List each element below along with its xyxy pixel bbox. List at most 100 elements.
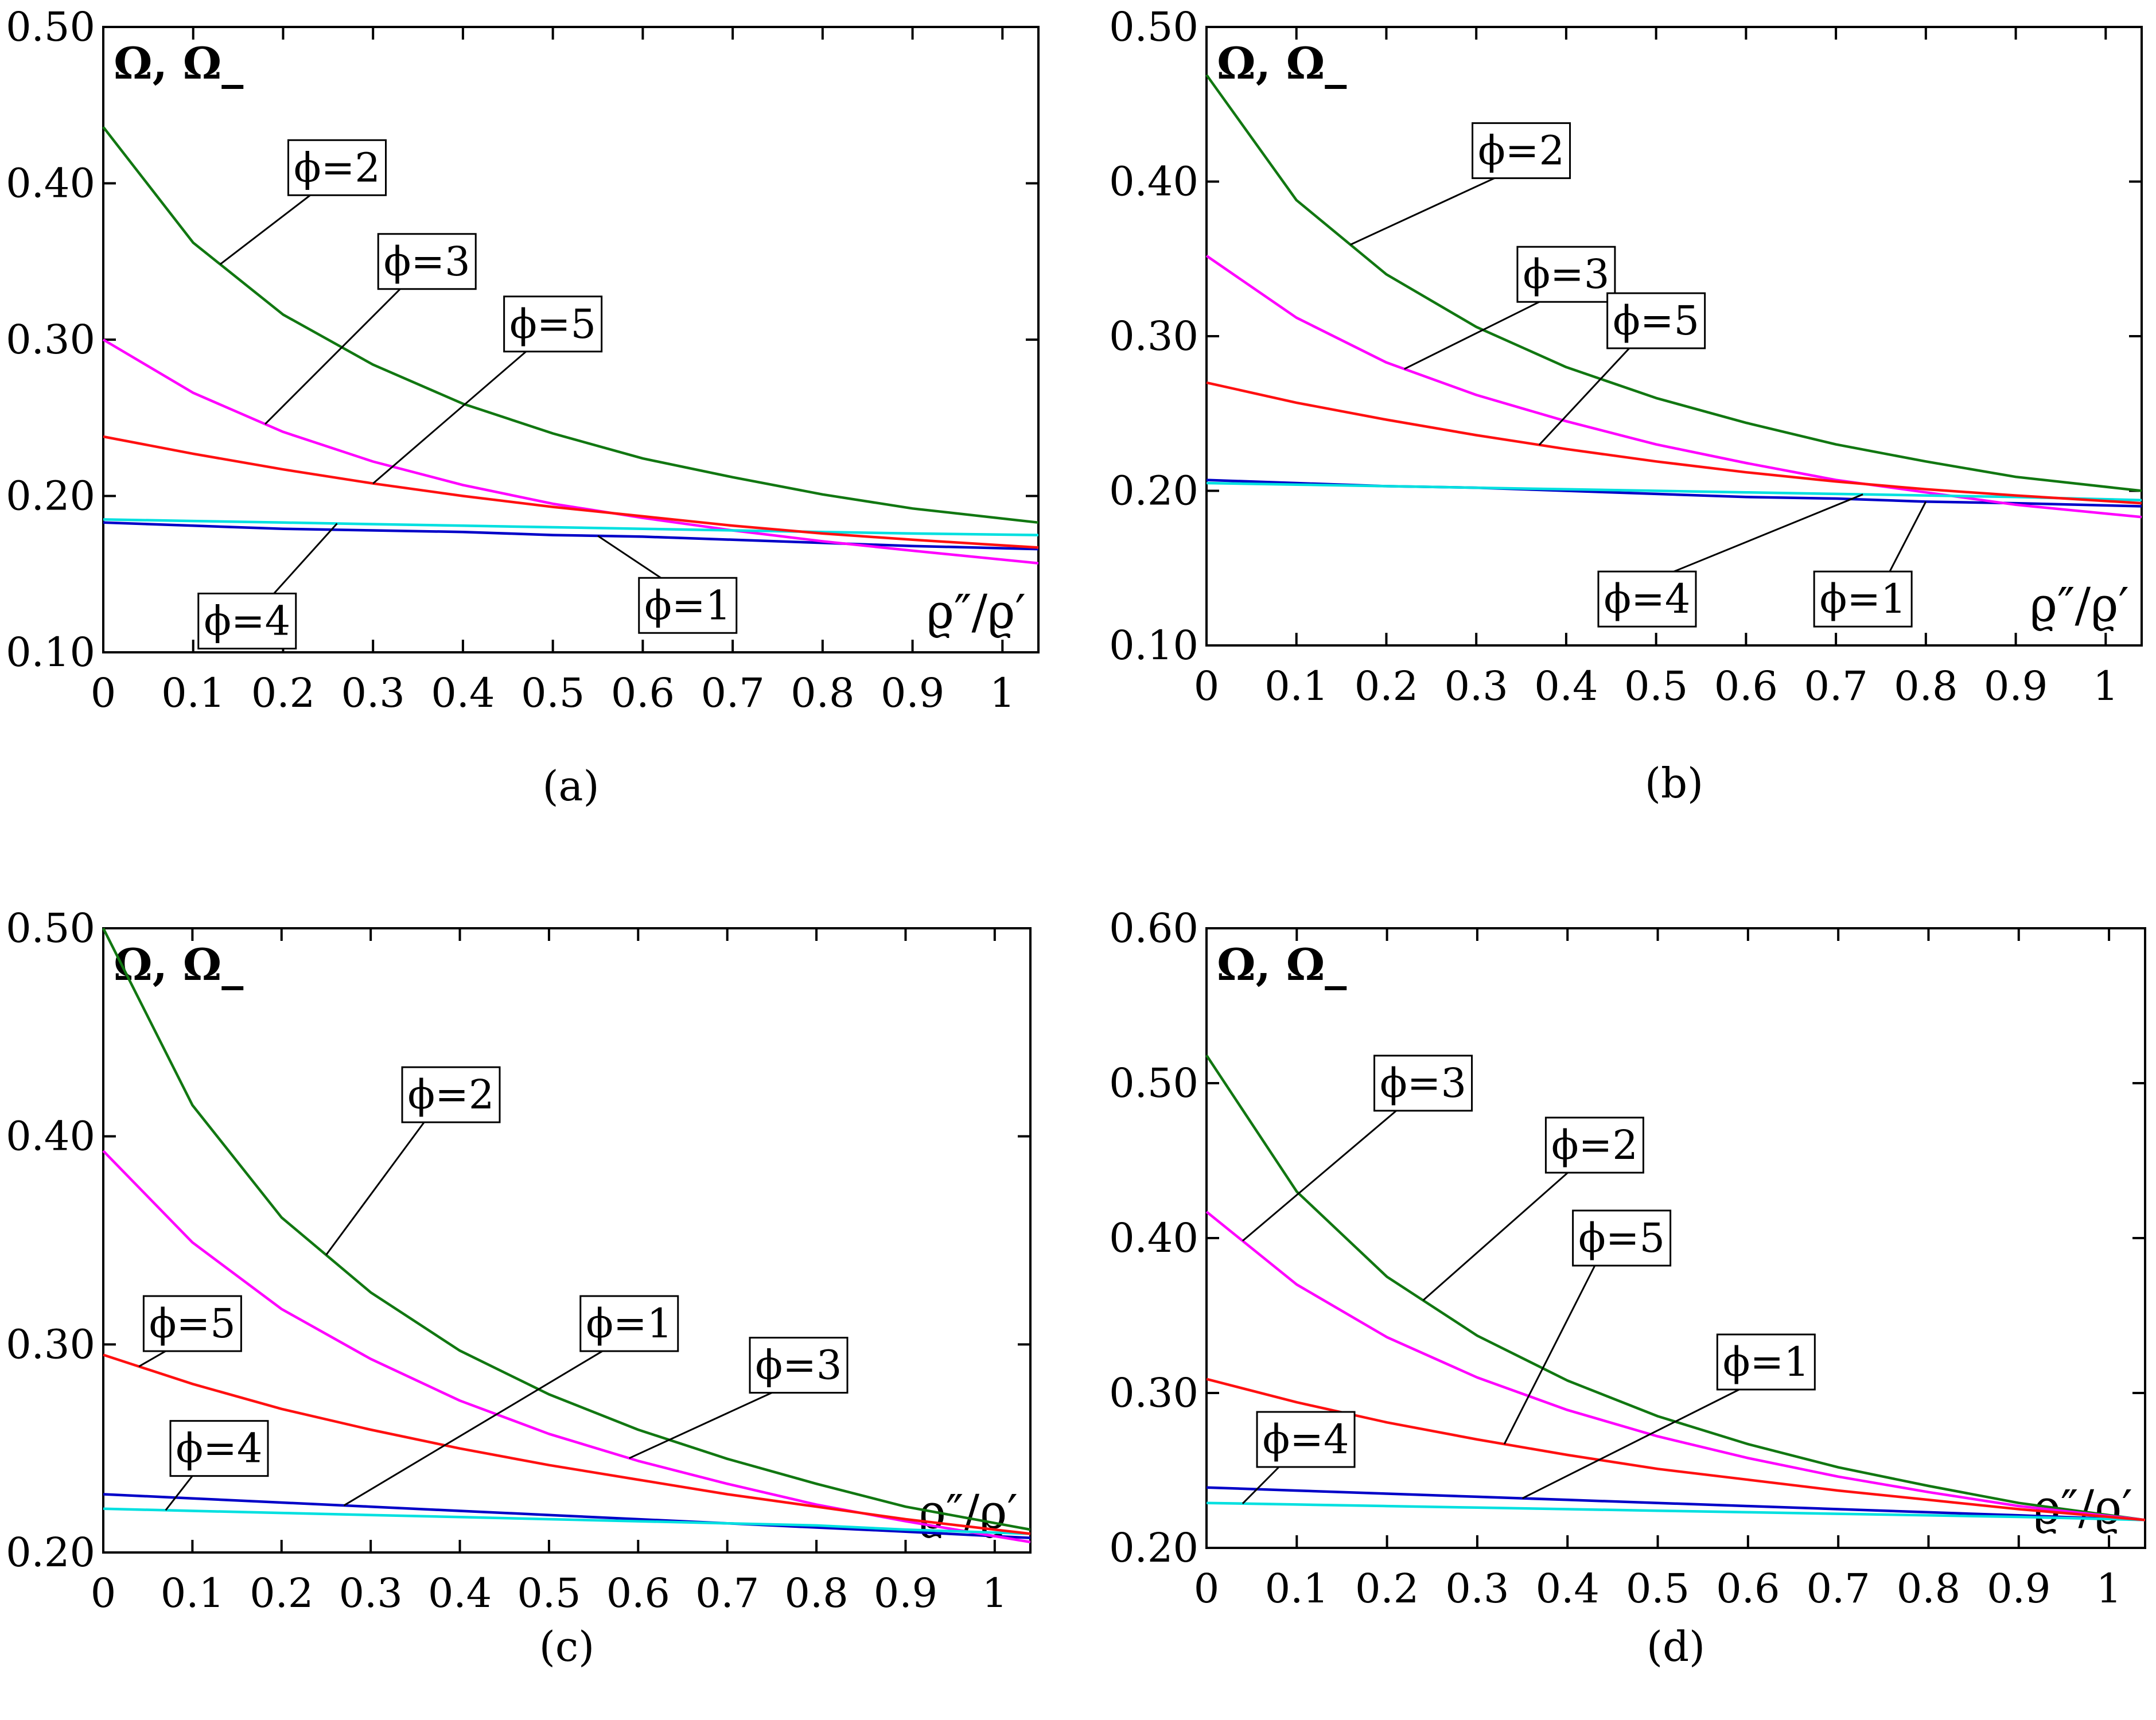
x-tick-label: 0.8 [1894,663,1957,710]
annotation-leader [1538,348,1630,446]
annotation-leader [629,1392,772,1460]
annotation-box [1516,246,1616,303]
annotation-label: ϕ=2 [1478,127,1565,174]
x-tick-label: 0 [91,670,116,717]
annotation-leader [1674,493,1863,573]
annotation-label: ϕ=3 [384,238,470,285]
annotation-label: ϕ=5 [1578,1215,1665,1262]
annotation-leader [273,523,338,594]
panel-caption: (c) [539,1622,595,1671]
annotation-leader [343,1350,603,1507]
x-tick-label: 0.7 [700,670,764,717]
x-tick-label: 1 [2093,663,2119,710]
y-tick-label: 0.40 [1109,158,1198,205]
y-tick-label: 0.50 [6,3,95,50]
annotation-label: ϕ=5 [509,301,596,348]
x-tick-label: 0.2 [1355,1565,1419,1612]
x-tick-label: 0.8 [1897,1565,1960,1612]
series-line-phi2 [1205,74,2142,492]
annotation-box [579,1295,679,1352]
y-tick-label: 0.30 [1109,313,1198,360]
annotation-box [401,1066,501,1123]
x-tick-label: 0.5 [521,670,585,717]
annotation-label: ϕ=1 [1723,1338,1809,1386]
x-tick-label: 0 [1194,663,1220,710]
y-tick-label: 0.30 [6,1321,95,1368]
annotation-box [169,1420,269,1477]
x-tick-label: 1 [990,670,1015,717]
x-tick-label: 0.3 [338,1570,402,1617]
x-tick-label: 0.8 [784,1570,848,1617]
x-tick-label: 0.4 [1534,663,1598,710]
x-tick-label: 0.8 [791,670,854,717]
annotation-label: ϕ=3 [1380,1060,1466,1107]
panel-caption: (d) [1647,1622,1705,1671]
series-line-phi5 [1206,381,2142,505]
x-tick-label: 0.4 [428,1570,492,1617]
annotation-label: ϕ=4 [1604,575,1691,622]
annotation-label: ϕ=3 [756,1342,842,1389]
series-line-phi3 [102,338,1039,565]
x-tick-label: 0.7 [1806,1565,1870,1612]
x-tick-label: 0.4 [1536,1565,1600,1612]
annotation-label: ϕ=4 [176,1425,263,1472]
annotation-label: ϕ=1 [1820,575,1906,622]
annotation-leader [1521,1388,1740,1499]
x-tick-label: 0.2 [251,670,315,717]
y-axis-label: Ω, Ω_ [1217,38,1346,89]
series-line-phi4 [1206,1501,2146,1521]
y-tick-label: 0.30 [6,316,95,363]
x-tick-label: 0.2 [1355,663,1418,710]
x-tick-label: 0.4 [431,670,495,717]
x-tick-label: 0.1 [1265,1565,1329,1612]
annotation-leader [1503,1265,1596,1445]
x-tick-label: 1 [982,1570,1008,1617]
series-line-phi2 [102,126,1039,524]
x-tick-label: 0.9 [1984,663,2048,710]
annotation-box [377,233,477,290]
x-tick-label: 0.9 [881,670,944,717]
x-tick-label: 0.6 [1716,1565,1780,1612]
annotation-leader [165,1475,193,1511]
annotation-box [1373,1054,1473,1112]
annotation-label: ϕ=1 [644,582,731,629]
annotation-box [749,1337,849,1394]
x-tick-label: 0.6 [1714,663,1778,710]
y-tick-label: 0.50 [1109,3,1198,50]
annotation-label: ϕ=2 [294,144,380,191]
annotation-box [1256,1411,1356,1468]
annotation-leader [1350,177,1495,246]
annotation-box [1572,1209,1672,1267]
x-tick-label: 0.5 [1624,663,1688,710]
plot-frame [102,927,1032,1554]
annotation-leader [1422,1172,1569,1301]
annotation-box [1597,570,1697,628]
x-tick-label: 0.7 [1804,663,1867,710]
x-tick-label: 0 [91,1570,116,1617]
x-tick-label: 0.2 [250,1570,313,1617]
annotation-leader [138,1350,166,1368]
chart-panel-3: 0.20 0.30 0.40 0.50 0 0.1 0.2 0.3 0.4 0.5 0.6 0.7 0.… [6,905,1032,1671]
annotation-label: ϕ=2 [1551,1122,1638,1169]
x-tick-label: 0.5 [517,1570,581,1617]
series-line-phi4 [103,518,1039,536]
annotation-label: ϕ=3 [1523,251,1609,298]
chart-panel-2: 0.10 0.20 0.30 0.40 0.50 0 0.1 0.2 0.3 0.4 0.5 0.6 0… [1109,3,2143,807]
series-line-phi4 [103,1507,1031,1535]
annotation-box [1716,1333,1816,1391]
x-tick-label: 0.7 [695,1570,759,1617]
series-line-phi5 [103,1353,1031,1535]
x-tick-label: 0.3 [341,670,405,717]
annotation-box [503,295,603,353]
y-tick-label: 0.20 [1109,1524,1198,1571]
annotation-box [197,593,297,649]
annotation-box [1544,1116,1644,1174]
x-tick-label: 0.6 [611,670,675,717]
series-line-phi4 [1206,481,2142,501]
annotation-box [638,577,738,634]
annotation-box [1813,570,1913,628]
y-tick-label: 0.20 [6,473,95,520]
y-tick-label: 0.40 [6,160,95,207]
annotation-leader [325,1122,425,1256]
y-tick-label: 0.40 [6,1113,95,1160]
